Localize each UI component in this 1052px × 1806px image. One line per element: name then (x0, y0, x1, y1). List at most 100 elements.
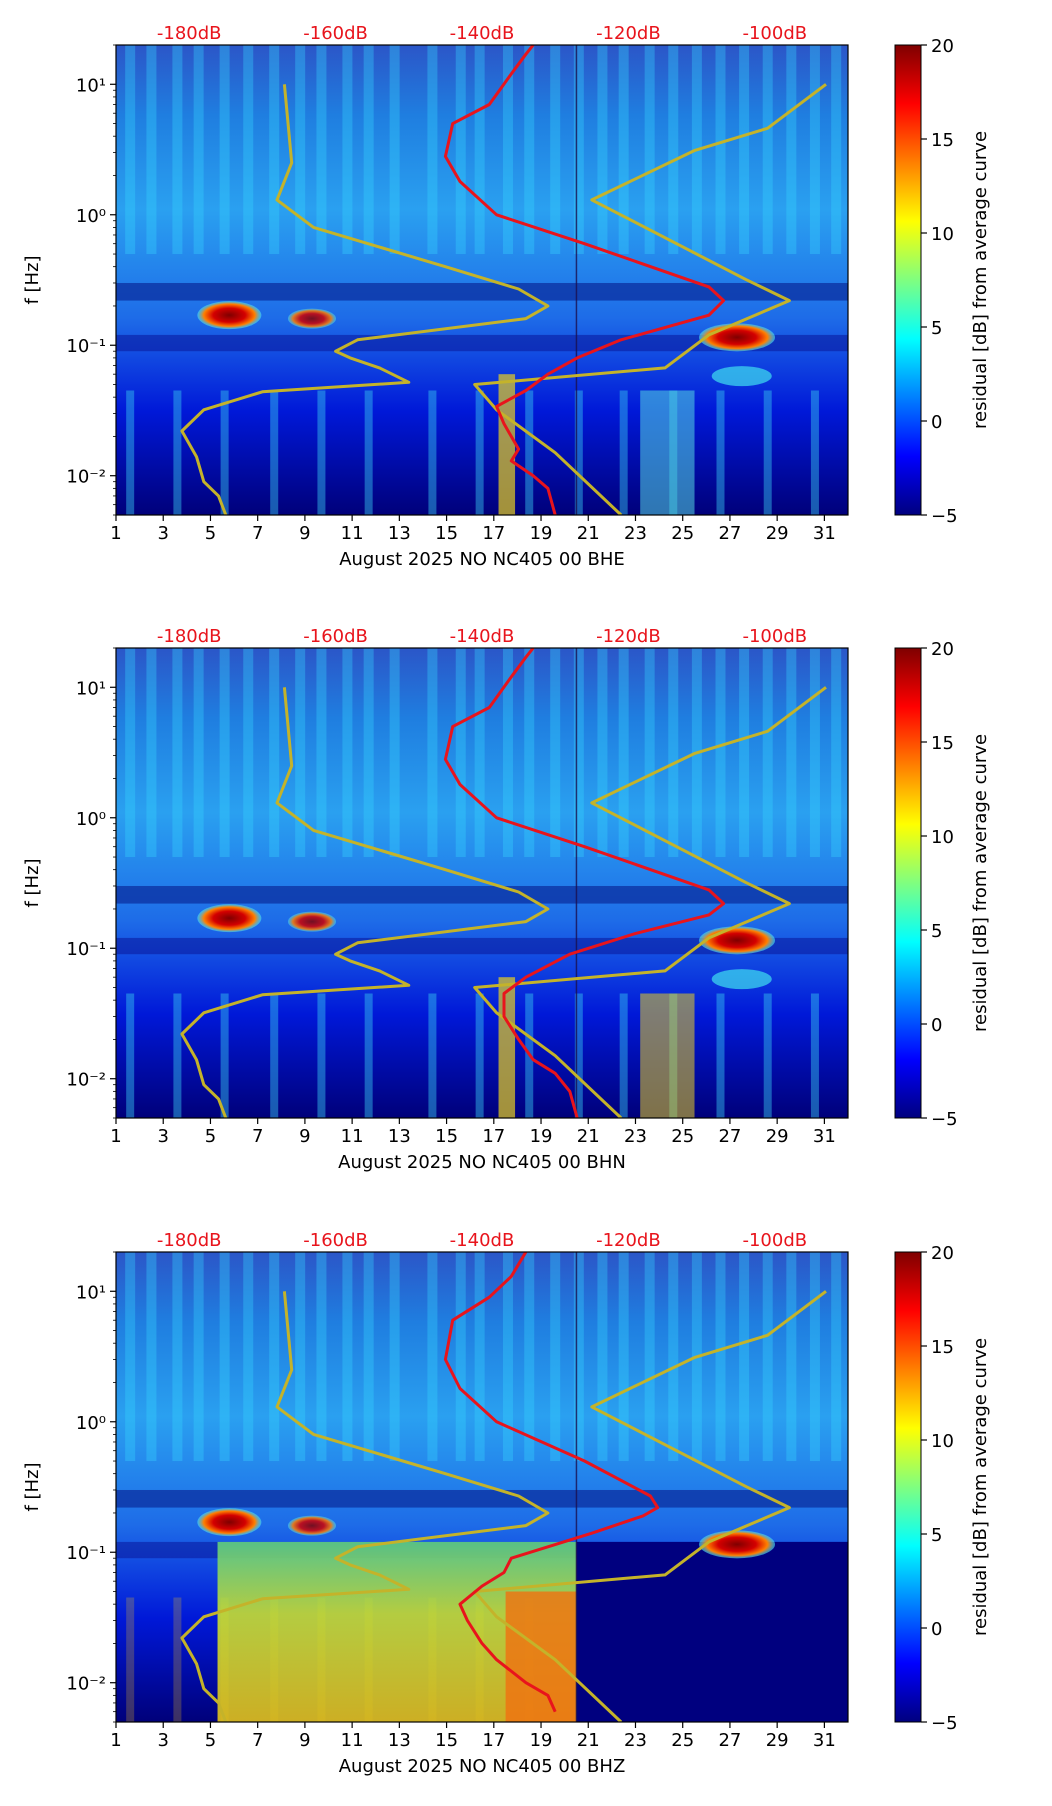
x-tick-label: 27 (718, 1126, 741, 1147)
band-dark (116, 1489, 848, 1508)
daily-strip-high (573, 648, 584, 858)
daily-strip-high (550, 648, 561, 858)
daily-strip-high (243, 648, 254, 858)
x-axis-label: August 2025 NO NC405 00 BHZ (339, 1756, 626, 1777)
daily-strip-high (831, 45, 842, 255)
x-tick-label: 31 (813, 523, 836, 544)
plot-frame (115, 647, 849, 1119)
daily-strip-high (597, 1252, 608, 1462)
x-tick-label: 11 (341, 1126, 364, 1147)
daily-strip-low (525, 390, 534, 515)
daily-strip-high (644, 1252, 655, 1462)
y-axis-label: f [Hz] (22, 1462, 43, 1511)
storm-blob (699, 323, 776, 352)
daily-strip-high (193, 45, 204, 255)
daily-strip-high (715, 1252, 726, 1462)
colorbar-gradient (894, 44, 922, 516)
daily-strip-high (618, 648, 629, 858)
daily-strip-high (455, 45, 466, 255)
db-axis-label: -180dB (157, 626, 222, 647)
plot-frame (115, 44, 849, 516)
x-tick-label: 23 (624, 1126, 647, 1147)
daily-strip-high (125, 648, 136, 858)
daily-strip-low (810, 993, 819, 1118)
daily-strip-high (809, 45, 820, 255)
colorbar-tick-label: 0 (931, 1015, 942, 1036)
daily-strip-high (193, 648, 204, 858)
y-tick-label: 10¹ (76, 1282, 106, 1303)
colorbar-gradient (894, 647, 922, 1119)
daily-strip-low (126, 1597, 135, 1722)
x-tick-label: 13 (388, 1730, 411, 1751)
y-axis-label: f [Hz] (22, 255, 43, 304)
band-dark (116, 282, 848, 301)
x-tick-label: 25 (671, 1730, 694, 1751)
colorbar-label: residual [dB] from average curve (970, 1338, 991, 1636)
daily-strip-high (618, 45, 629, 255)
daily-strip-high (455, 648, 466, 858)
storm-blob (197, 301, 262, 330)
daily-strip-low (763, 390, 772, 515)
daily-strip-high (146, 648, 157, 858)
daily-strip-high (786, 45, 797, 255)
spectrogram-area (116, 45, 848, 515)
residual-background (116, 648, 848, 1118)
daily-strip-high (809, 1252, 820, 1462)
colorbar-tick-label: 20 (931, 639, 954, 660)
x-tick-label: 11 (341, 1730, 364, 1751)
x-tick-label: 29 (766, 523, 789, 544)
x-tick-label: 3 (157, 1730, 168, 1751)
daily-strip-low (619, 993, 628, 1118)
daily-strip-high (455, 1252, 466, 1462)
x-tick-label: 9 (299, 1126, 310, 1147)
daily-strip-high (269, 45, 280, 255)
y-axis-label: f [Hz] (22, 858, 43, 907)
daily-strip-high (243, 45, 254, 255)
x-tick-label: 21 (577, 1730, 600, 1751)
db-axis-label: -180dB (157, 23, 222, 44)
daily-strip-high (389, 648, 400, 858)
db-axis-label: -120dB (596, 626, 661, 647)
x-tick-label: 1 (110, 1730, 121, 1751)
db-axis-label: -140dB (450, 23, 515, 44)
daily-strip-low (763, 993, 772, 1118)
daily-strip-low (220, 390, 229, 515)
daily-strip-high (831, 648, 842, 858)
band-dark-low (116, 334, 848, 352)
x-tick-label: 15 (435, 1126, 458, 1147)
y-tick-label: 10⁰ (76, 1413, 106, 1434)
colorbar: 20 15 10 5 0 −5 residual [dB] from average cur… (894, 1243, 991, 1734)
daily-strip-low (126, 390, 135, 515)
daily-strip-low (475, 390, 484, 515)
daily-strip-high (715, 648, 726, 858)
db-axis-label: -140dB (450, 1230, 515, 1251)
x-tick-label: 31 (813, 1730, 836, 1751)
band-dark (116, 885, 848, 904)
daily-strip-high (219, 45, 230, 255)
colorbar-tick-label: 5 (931, 921, 942, 942)
x-tick-label: 13 (388, 523, 411, 544)
x-tick-label: 21 (577, 1126, 600, 1147)
plot-frame (115, 1251, 849, 1723)
daily-strip-high (502, 45, 513, 255)
daily-strip-high (668, 648, 679, 858)
daily-strip-low (428, 993, 437, 1118)
band-dark-low (116, 937, 848, 955)
daily-strip-high (502, 1252, 513, 1462)
noise-model-curve (180, 84, 550, 515)
daily-strip-high (269, 1252, 280, 1462)
daily-strip-high (762, 1252, 773, 1462)
x-tick-label: 17 (482, 1730, 505, 1751)
colorbar-tick-label: 20 (931, 1243, 954, 1264)
x-tick-label: 7 (252, 523, 263, 544)
x-tick-label: 31 (813, 1126, 836, 1147)
residual-background (116, 45, 848, 515)
y-tick-label: 10¹ (76, 678, 106, 699)
storm-blob (197, 1508, 262, 1537)
colorbar-tick-label: 5 (931, 318, 942, 339)
daily-strip-high (243, 1252, 254, 1462)
y-tick-label: 10⁻² (66, 1674, 106, 1695)
daily-strip-high (125, 1252, 136, 1462)
